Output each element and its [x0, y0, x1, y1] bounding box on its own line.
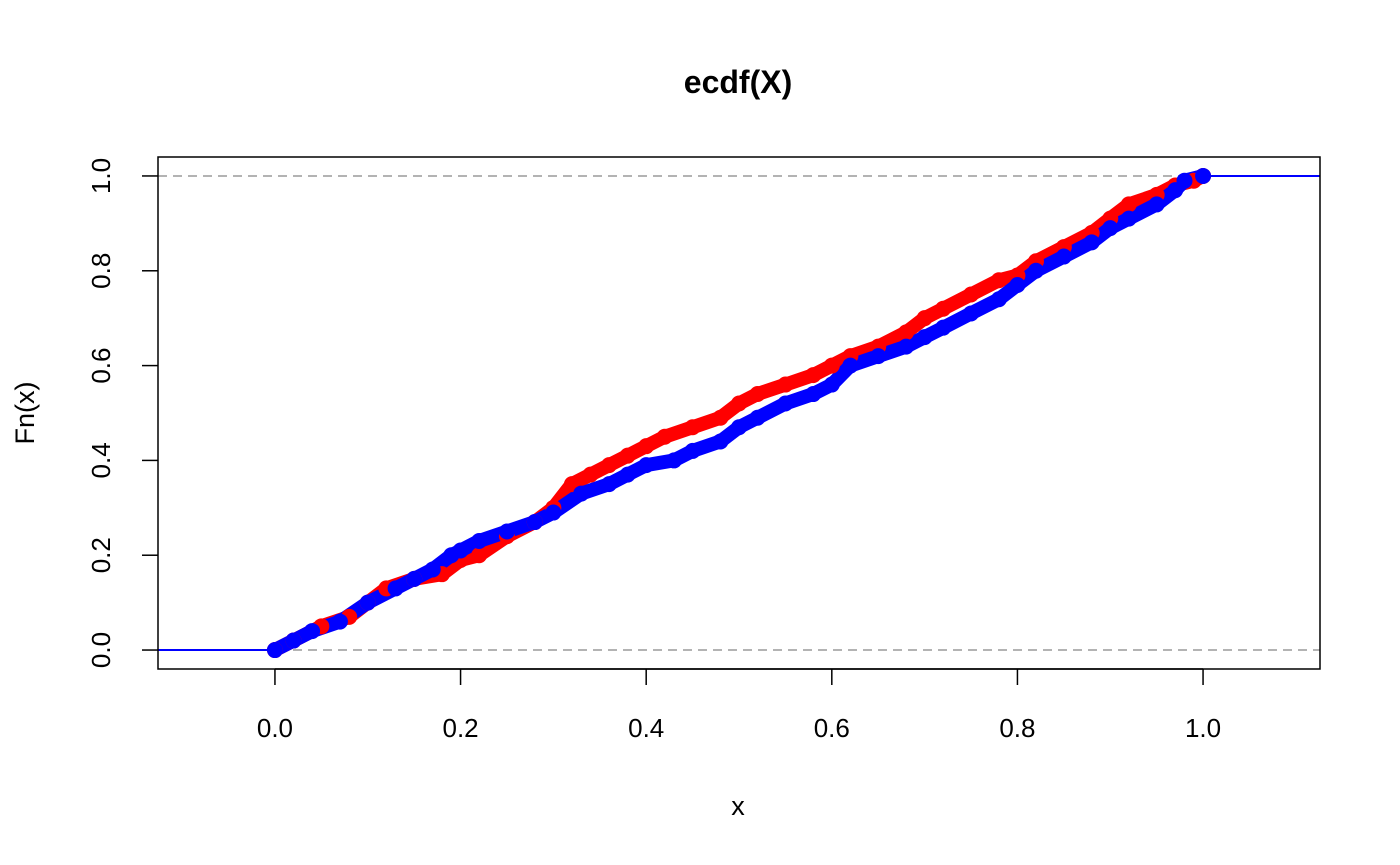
y-tick-label: 0.8 [86, 253, 116, 289]
series-0-point [712, 409, 729, 426]
x-axis-label: x [731, 791, 745, 821]
series-0-point [749, 386, 766, 403]
series-1-point [498, 523, 515, 540]
y-tick-label: 0.6 [86, 348, 116, 384]
series-1-point [805, 386, 822, 403]
series-1-point [526, 514, 543, 531]
chart-title: ecdf(X) [684, 64, 792, 100]
reference-lines [158, 174, 1320, 652]
series-0-point [731, 395, 747, 412]
series-1-point [935, 319, 952, 336]
x-tick-label: 0.2 [442, 713, 478, 743]
ecdf-step-lines [158, 169, 1320, 657]
series-1-point [331, 613, 348, 630]
series-1-point [304, 623, 321, 640]
series-1-point [1055, 248, 1072, 265]
series-1-point [406, 570, 423, 587]
series-1-point [1027, 262, 1044, 279]
series-1-point [1195, 167, 1212, 184]
x-tick-label: 1.0 [1185, 713, 1221, 743]
series-1-point [619, 466, 636, 483]
series-1-point [842, 357, 859, 374]
series-1-point [573, 485, 590, 502]
series-0-point [777, 376, 794, 393]
series-1-point [452, 542, 469, 559]
series-1-point [898, 338, 915, 355]
series-0-point [898, 324, 915, 341]
series-1-point [731, 419, 747, 436]
series-0-point [601, 457, 618, 474]
series-1-point [424, 561, 441, 578]
y-axis-label: Fn(x) [10, 382, 40, 445]
series-1-point [963, 305, 980, 322]
series-0-point [916, 310, 933, 327]
series-0-point [471, 547, 488, 564]
plot-box [157, 156, 1321, 670]
series-1-point [823, 376, 840, 393]
series-0-point [963, 286, 980, 303]
series-0-point [656, 428, 673, 445]
series-1-point [1176, 172, 1193, 189]
series-1-point [471, 533, 488, 549]
series-1-point [1148, 196, 1165, 213]
series-1-point [1102, 220, 1119, 237]
x-axis: 0.0 0.2 0.4 0.6 0.8 1.0 [257, 668, 1221, 743]
x-tick-label: 0.0 [257, 713, 293, 743]
y-tick-label: 1.0 [86, 158, 116, 194]
y-axis: 0.0 0.2 0.4 0.6 0.8 1.0 [86, 158, 158, 668]
series-1-point [266, 642, 283, 659]
series-1-point [990, 291, 1007, 308]
series-1-point [712, 433, 729, 450]
series-1-point [916, 329, 933, 346]
series-0-point [619, 447, 636, 464]
series-1-point [545, 504, 562, 521]
series-1-point [870, 348, 887, 365]
series-0-point [582, 466, 599, 483]
series-1-point [359, 594, 376, 611]
series-1-point [684, 442, 701, 459]
series-0-point [1120, 196, 1137, 213]
series-0-point [990, 272, 1007, 289]
series-1-point [638, 457, 655, 474]
series-0-point [823, 357, 840, 374]
series-1-point [666, 452, 683, 469]
y-tick-label: 0.0 [86, 632, 116, 668]
y-tick-label: 0.4 [86, 442, 116, 478]
series-1-point [1009, 277, 1026, 293]
y-tick-label: 0.2 [86, 537, 116, 573]
series-1-point [777, 395, 794, 412]
series-1-point [1120, 210, 1137, 227]
series-1-point [387, 580, 404, 597]
series-1-point [1083, 234, 1100, 251]
series-0-point [935, 300, 952, 317]
series-1-point [601, 476, 618, 493]
series-0-point [805, 367, 822, 384]
series-1-point [285, 632, 302, 649]
series-1-point [749, 409, 766, 426]
series-0-point [684, 419, 701, 436]
x-tick-label: 0.6 [814, 713, 850, 743]
ecdf-points [266, 167, 1212, 659]
series-0-point [638, 438, 655, 455]
x-tick-label: 0.8 [999, 713, 1035, 743]
x-tick-label: 0.4 [628, 713, 664, 743]
